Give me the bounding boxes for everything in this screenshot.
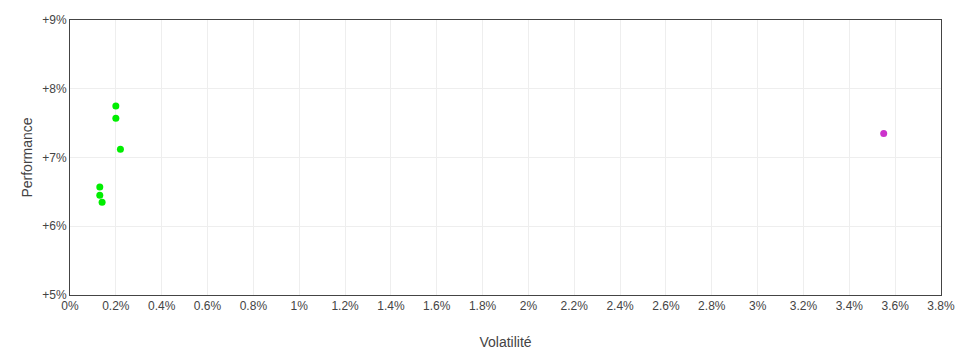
svg-text:2.6%: 2.6% (652, 299, 680, 313)
svg-text:3.8%: 3.8% (927, 299, 955, 313)
svg-text:0.2%: 0.2% (102, 299, 130, 313)
svg-text:0.4%: 0.4% (148, 299, 176, 313)
svg-text:1%: 1% (291, 299, 309, 313)
svg-text:2.8%: 2.8% (698, 299, 726, 313)
svg-text:0.8%: 0.8% (240, 299, 268, 313)
svg-text:0.6%: 0.6% (194, 299, 222, 313)
svg-text:2.2%: 2.2% (561, 299, 589, 313)
svg-text:3.4%: 3.4% (836, 299, 864, 313)
svg-text:+7%: +7% (42, 151, 67, 165)
svg-text:3.2%: 3.2% (790, 299, 818, 313)
svg-text:+5%: +5% (42, 288, 67, 302)
svg-text:3%: 3% (749, 299, 767, 313)
svg-text:1.8%: 1.8% (469, 299, 497, 313)
svg-text:0%: 0% (61, 299, 79, 313)
svg-text:+6%: +6% (42, 219, 67, 233)
svg-text:3.6%: 3.6% (881, 299, 909, 313)
svg-text:2.4%: 2.4% (606, 299, 634, 313)
svg-text:1.6%: 1.6% (423, 299, 451, 313)
svg-text:+8%: +8% (42, 82, 67, 96)
svg-text:Performance: Performance (19, 117, 35, 197)
svg-text:Volatilité: Volatilité (479, 334, 531, 350)
svg-text:1.4%: 1.4% (377, 299, 405, 313)
svg-text:2%: 2% (520, 299, 538, 313)
svg-text:1.2%: 1.2% (331, 299, 359, 313)
svg-text:+9%: +9% (42, 13, 67, 27)
